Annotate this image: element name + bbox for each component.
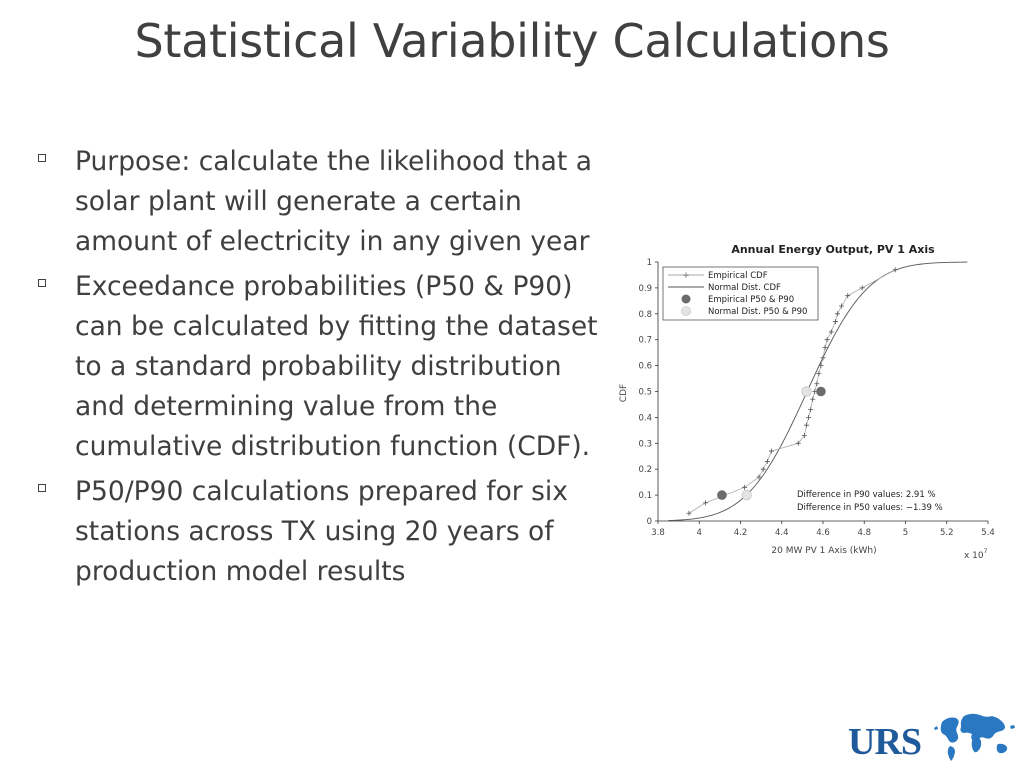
normal-p50-p90-marker <box>741 490 752 501</box>
urs-logo-svg: URS <box>848 713 1015 763</box>
legend-label-empirical-p50-p90: Empirical P50 & P90 <box>708 295 794 305</box>
annotation-p90-difference: Difference in P90 values: 2.91 % <box>797 490 936 500</box>
empirical-p50-p90-marker <box>717 490 727 500</box>
logo-text: URS <box>848 721 921 763</box>
y-tick-label: 0.1 <box>638 491 652 501</box>
y-axis-label: CDF <box>619 384 629 402</box>
empirical-p50-p90-marker <box>816 386 826 397</box>
empirical-cdf-point <box>806 414 812 420</box>
y-tick-label: 0 <box>647 517 652 527</box>
empirical-cdf-point <box>814 381 820 387</box>
empirical-cdf-point <box>892 267 898 273</box>
empirical-cdf-point <box>820 355 826 361</box>
x-tick-label: 4.4 <box>775 528 789 538</box>
bullet-item: Purpose: calculate the likelihood that a… <box>36 142 611 262</box>
empirical-cdf-point <box>828 329 834 335</box>
y-tick-label: 0.7 <box>638 336 652 346</box>
chart-title: Annual Energy Output, PV 1 Axis <box>731 243 935 256</box>
legend-label-normal-p50-p90: Normal Dist. P50 & P90 <box>708 307 807 317</box>
bullet-text: Exceedance probabilities (P50 & P90) can… <box>75 271 598 462</box>
bullet-list: Purpose: calculate the likelihood that a… <box>36 142 611 597</box>
square-bullet-icon <box>38 154 46 162</box>
empirical-cdf-point <box>686 510 692 516</box>
y-tick-label: 0.4 <box>638 413 652 423</box>
empirical-cdf-point <box>804 422 809 428</box>
legend-empirical-marker <box>681 294 691 304</box>
empirical-cdf-point <box>834 311 840 317</box>
x-tick-label: 3.8 <box>651 528 665 538</box>
legend-empirical-plus: + <box>682 271 690 281</box>
square-bullet-icon <box>38 484 46 492</box>
y-tick-label: 0.6 <box>638 362 652 372</box>
empirical-cdf-point <box>801 433 807 439</box>
x-tick-label: 4.2 <box>734 528 748 538</box>
cdf-chart: Annual Energy Output, PV 1 Axis CDF 20 M… <box>612 236 1012 566</box>
empirical-cdf-point <box>824 337 830 343</box>
normal-cdf-line <box>668 261 968 522</box>
x-tick-label: 4.6 <box>816 528 830 538</box>
empirical-cdf-point <box>818 363 824 369</box>
slide-title: Statistical Variability Calculations <box>134 14 890 68</box>
y-tick-label: 0.3 <box>638 439 652 449</box>
empirical-cdf-point <box>839 303 845 309</box>
empirical-cdf-point <box>808 407 814 413</box>
square-bullet-icon <box>38 279 46 287</box>
bullet-text: P50/P90 calculations prepared for six st… <box>75 476 568 587</box>
empirical-cdf-point <box>859 285 865 291</box>
world-map-icon <box>934 713 1015 761</box>
cdf-chart-svg: Annual Energy Output, PV 1 Axis CDF 20 M… <box>619 243 995 561</box>
x-tick-label: 4 <box>697 528 702 538</box>
empirical-cdf-point <box>768 448 774 454</box>
legend-normal-marker <box>681 306 691 316</box>
empirical-cdf-point <box>816 370 822 376</box>
x-tick-label: 5.2 <box>940 528 954 538</box>
urs-logo: URS <box>846 706 1022 766</box>
annotation-p50-difference: Difference in P50 values: −1.39 % <box>797 503 943 513</box>
empirical-cdf-point <box>832 319 838 325</box>
empirical-cdf-point <box>764 458 770 464</box>
x-axis-label: 20 MW PV 1 Axis (kWh) <box>771 546 876 556</box>
empirical-cdf-point <box>760 466 766 472</box>
x-tick-label: 4.8 <box>857 528 871 538</box>
empirical-cdf-point <box>702 500 708 506</box>
empirical-cdf-point <box>845 293 851 299</box>
legend-label-empirical-cdf: Empirical CDF <box>708 271 768 281</box>
empirical-cdf-point <box>822 344 828 350</box>
normal-p50-p90-marker <box>801 386 812 397</box>
x-tick-label: 5.4 <box>981 528 995 538</box>
y-tick-label: 1 <box>647 258 652 268</box>
bullet-item: Exceedance probabilities (P50 & P90) can… <box>36 267 611 467</box>
legend-label-normal-cdf: Normal Dist. CDF <box>708 283 781 293</box>
empirical-cdf-point <box>795 440 801 446</box>
empirical-cdf-point <box>756 474 762 480</box>
bullet-item: P50/P90 calculations prepared for six st… <box>36 472 611 592</box>
y-tick-label: 0.5 <box>638 388 652 398</box>
empirical-cdf-point <box>742 484 748 490</box>
x-tick-label: 5 <box>903 528 908 538</box>
y-tick-label: 0.8 <box>638 310 652 320</box>
bullet-text: Purpose: calculate the likelihood that a… <box>75 146 592 257</box>
x-multiplier: x 107 <box>964 548 988 561</box>
y-tick-label: 0.2 <box>638 465 652 475</box>
y-tick-label: 0.9 <box>638 284 652 294</box>
chart-legend: + Empirical CDF Normal Dist. CDF Empiric… <box>662 266 819 321</box>
empirical-cdf-point <box>810 396 816 402</box>
